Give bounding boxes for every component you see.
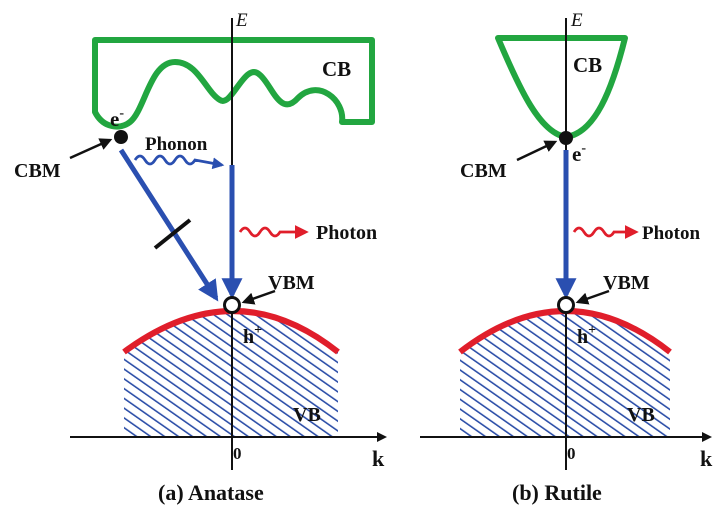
anatase-cb-label: CB [322, 57, 351, 81]
anatase-k-label: k [372, 446, 385, 471]
rutile-vbm-label: VBM [603, 272, 650, 294]
rutile-photon-label: Photon [642, 223, 701, 244]
anatase-vbm-pointer [241, 289, 276, 305]
rutile-cb-label: CB [573, 53, 602, 77]
rutile-cbm-pointer [516, 140, 558, 162]
anatase-caption: (a) Anatase [158, 480, 264, 505]
anatase-photon-label: Photon [316, 222, 377, 244]
anatase-energy-label: E [235, 10, 248, 31]
rutile-origin-label: 0 [567, 444, 576, 463]
rutile-energy-label: E [570, 10, 583, 31]
anatase-cb-band [92, 37, 375, 130]
anatase-hole-label: h+ [243, 323, 262, 348]
rutile-panel: E k 0 CB VB e- CBM Photon h+ VBM (b) Rut… [420, 10, 713, 505]
rutile-vbm-pointer [575, 289, 610, 305]
rutile-cb-band [495, 35, 628, 140]
rutile-hole-label: h+ [577, 323, 596, 348]
rutile-cbm-label: CBM [460, 160, 507, 182]
anatase-electron-label: e- [110, 106, 124, 131]
rutile-vb-label: VB [627, 404, 655, 426]
anatase-electron-dot [114, 130, 128, 144]
anatase-cbm-pointer [69, 138, 113, 160]
anatase-indirect-arrow [118, 148, 219, 302]
rutile-electron-dot [559, 131, 573, 145]
anatase-forbidden-cross [153, 218, 192, 250]
anatase-photon-wave [238, 225, 309, 239]
rutile-hole-dot [557, 296, 575, 314]
rutile-k-label: k [700, 446, 713, 471]
rutile-photon-wave [572, 225, 639, 239]
anatase-cbm-label: CBM [14, 160, 61, 182]
anatase-vb-label: VB [293, 404, 321, 426]
rutile-caption: (b) Rutile [512, 480, 602, 505]
anatase-hole-dot [223, 296, 241, 314]
anatase-vbm-label: VBM [268, 272, 315, 294]
anatase-panel: E k 0 CB VB e- CBM Phonon Photon h+ VBM … [14, 10, 387, 505]
anatase-origin-label: 0 [233, 444, 242, 463]
anatase-phonon-label: Phonon [145, 134, 208, 155]
rutile-electron-label: e- [572, 141, 586, 166]
anatase-phonon-wave [133, 154, 225, 170]
